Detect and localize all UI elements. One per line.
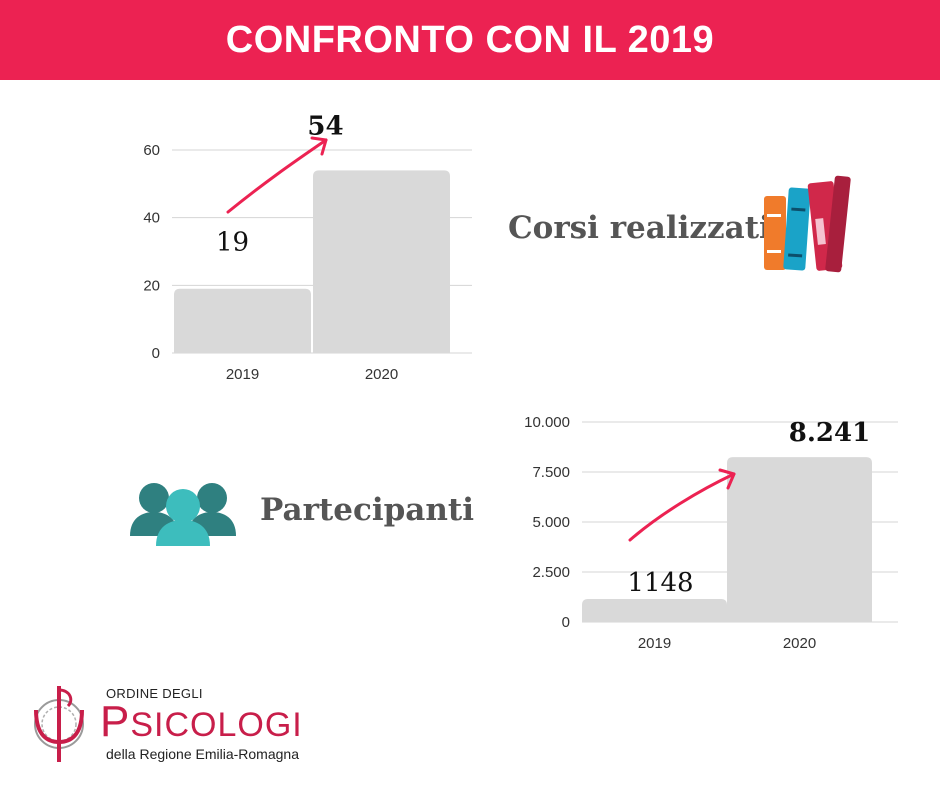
c1-xtick-label: 2020 bbox=[365, 366, 398, 383]
c1-ytick-label: 60 bbox=[143, 142, 160, 159]
c1-bar bbox=[174, 288, 311, 353]
c2-xtick-label: 2019 bbox=[638, 635, 671, 652]
c1-bar bbox=[313, 170, 450, 353]
page-title: CONFRONTO CON IL 2019 bbox=[225, 18, 715, 61]
c1-value-label: 19 bbox=[216, 228, 249, 258]
c2-ytick-label: 5.000 bbox=[532, 514, 570, 531]
c2-ytick-label: 0 bbox=[562, 614, 570, 631]
c1-xtick-label: 2019 bbox=[226, 366, 259, 383]
c1-trend-arrow bbox=[226, 138, 328, 214]
people-group-icon bbox=[130, 483, 236, 546]
logo-line-psicologi: PSICOLOGI bbox=[100, 697, 303, 746]
c2-ytick-label: 10.000 bbox=[524, 414, 570, 431]
c2-ytick-label: 7.500 bbox=[532, 464, 570, 481]
header-banner: CONFRONTO CON IL 2019 bbox=[0, 0, 940, 80]
chart-corsi: 0 20 40 60 2019 2020 19 54 bbox=[100, 100, 500, 390]
logo-ordine-psicologi: ORDINE DEGLI PSICOLOGI della Regione Emi… bbox=[22, 680, 312, 770]
c2-xtick-label: 2020 bbox=[783, 635, 816, 652]
c2-value-label: 8.241 bbox=[789, 418, 870, 448]
c2-ytick-label: 2.500 bbox=[532, 564, 570, 581]
c2-value-label: 1148 bbox=[627, 568, 693, 598]
c2-bar bbox=[727, 457, 872, 622]
c2-trend-arrow bbox=[628, 472, 736, 542]
c1-trend-arrowhead bbox=[310, 136, 328, 156]
c1-value-label: 54 bbox=[307, 111, 343, 141]
chart-partecipanti: 0 2.500 5.000 7.500 10.000 2019 2020 1148 8.241 bbox=[510, 410, 930, 660]
psi-emblem-icon bbox=[34, 686, 84, 762]
books-icon bbox=[764, 175, 851, 273]
c1-ytick-label: 40 bbox=[143, 210, 160, 227]
c2-trend-arrowhead bbox=[718, 468, 736, 490]
c2-bar bbox=[582, 599, 727, 622]
caption-corsi: Corsi realizzati bbox=[508, 210, 771, 246]
chart-partecipanti-svg: 0 2.500 5.000 7.500 10.000 2019 2020 1148 8.241 bbox=[524, 414, 898, 652]
c1-ytick-label: 0 bbox=[152, 345, 160, 362]
chart-corsi-svg: 0 20 40 60 2019 2020 19 54 bbox=[143, 111, 472, 383]
c1-ytick-label: 20 bbox=[143, 277, 160, 294]
caption-partecipanti: Partecipanti bbox=[260, 492, 474, 528]
logo-line-ordine: ORDINE DEGLI bbox=[106, 686, 203, 701]
logo-line-regione: della Regione Emilia-Romagna bbox=[106, 746, 299, 762]
